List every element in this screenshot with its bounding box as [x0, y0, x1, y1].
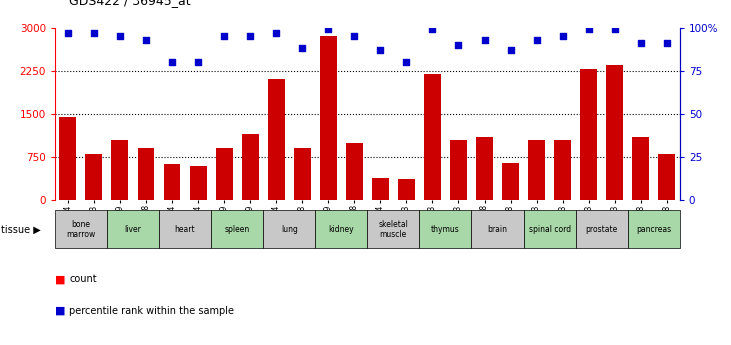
Text: ■: ■: [55, 275, 65, 284]
Point: [661, 40, 673, 46]
Text: tissue ▶: tissue ▶: [1, 225, 41, 234]
Bar: [424, 73, 441, 200]
Point: [322, 27, 334, 32]
Bar: [216, 148, 232, 200]
Bar: [471, 210, 523, 248]
Point: [192, 59, 204, 65]
Bar: [659, 154, 675, 200]
Bar: [111, 140, 129, 200]
Bar: [189, 166, 207, 200]
Bar: [107, 210, 159, 248]
Bar: [315, 210, 367, 248]
Bar: [367, 210, 420, 248]
Point: [504, 47, 516, 53]
Bar: [346, 142, 363, 200]
Bar: [319, 36, 337, 200]
Point: [244, 33, 256, 39]
Bar: [580, 69, 597, 200]
Point: [531, 37, 542, 42]
Point: [270, 30, 282, 36]
Bar: [450, 140, 467, 200]
Text: bone
marrow: bone marrow: [67, 220, 96, 239]
Point: [166, 59, 178, 65]
Bar: [528, 140, 545, 200]
Text: percentile rank within the sample: percentile rank within the sample: [69, 306, 235, 315]
Text: heart: heart: [175, 225, 195, 234]
Point: [349, 33, 360, 39]
Bar: [59, 117, 76, 200]
Bar: [86, 154, 102, 200]
Point: [374, 47, 386, 53]
Point: [296, 46, 308, 51]
Bar: [242, 134, 259, 200]
Bar: [554, 140, 571, 200]
Bar: [294, 148, 311, 200]
Text: lung: lung: [281, 225, 298, 234]
Bar: [606, 65, 624, 200]
Text: ■: ■: [55, 306, 65, 315]
Text: spleen: spleen: [224, 225, 250, 234]
Text: GDS422 / 36945_at: GDS422 / 36945_at: [69, 0, 191, 7]
Point: [219, 33, 230, 39]
Bar: [420, 210, 471, 248]
Bar: [268, 79, 284, 200]
Bar: [137, 148, 154, 200]
Point: [427, 27, 439, 32]
Bar: [523, 210, 575, 248]
Point: [114, 33, 126, 39]
Bar: [502, 163, 519, 200]
Point: [609, 27, 621, 32]
Text: pancreas: pancreas: [636, 225, 671, 234]
Point: [140, 37, 152, 42]
Point: [479, 37, 491, 42]
Bar: [476, 137, 493, 200]
Bar: [55, 210, 107, 248]
Text: thymus: thymus: [431, 225, 460, 234]
Point: [401, 59, 412, 65]
Text: spinal cord: spinal cord: [529, 225, 571, 234]
Text: brain: brain: [488, 225, 507, 234]
Text: liver: liver: [124, 225, 141, 234]
Text: count: count: [69, 275, 97, 284]
Bar: [632, 137, 649, 200]
Bar: [263, 210, 315, 248]
Bar: [628, 210, 680, 248]
Point: [88, 30, 99, 36]
Bar: [211, 210, 263, 248]
Bar: [575, 210, 628, 248]
Point: [557, 33, 569, 39]
Text: prostate: prostate: [586, 225, 618, 234]
Point: [583, 27, 594, 32]
Bar: [164, 165, 181, 200]
Text: skeletal
muscle: skeletal muscle: [379, 220, 409, 239]
Bar: [159, 210, 211, 248]
Text: kidney: kidney: [328, 225, 354, 234]
Bar: [372, 178, 389, 200]
Bar: [398, 179, 415, 200]
Point: [452, 42, 464, 48]
Point: [62, 30, 74, 36]
Point: [635, 40, 647, 46]
